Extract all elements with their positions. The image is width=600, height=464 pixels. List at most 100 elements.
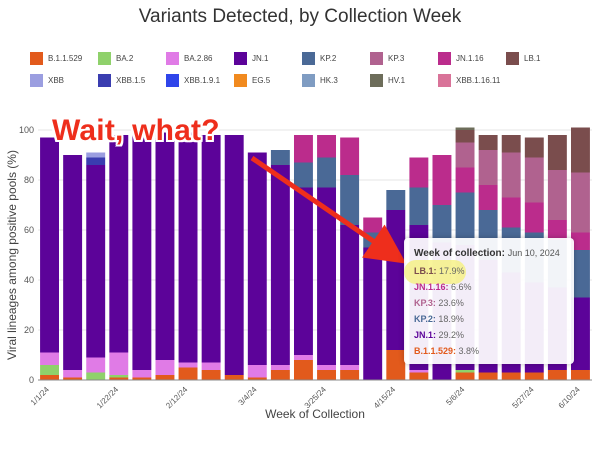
bar-segment [178, 362, 198, 368]
tooltip-highlight [404, 260, 466, 284]
tooltip-series-name: B.1.1.529: [414, 346, 457, 356]
bar-segment [340, 137, 360, 175]
bar-segment [270, 370, 290, 380]
chart-title: Variants Detected, by Collection Week [138, 6, 462, 27]
legend-swatch [438, 52, 451, 65]
legend-swatch [98, 52, 111, 65]
bar-segment [247, 152, 267, 365]
legend-item[interactable]: HK.3 [302, 74, 338, 87]
x-tick-label: 1/1/24 [29, 385, 51, 407]
bar-segment [501, 152, 521, 198]
tooltip-series-value: 18.9% [435, 314, 464, 324]
legend-item[interactable]: KP.2 [302, 52, 336, 65]
legend-item[interactable]: HV.1 [370, 74, 405, 87]
bar-segment [224, 375, 244, 380]
bar-segment [109, 135, 129, 353]
bar-segment [86, 357, 106, 373]
bar-segment [63, 155, 83, 370]
tooltip-series-value: 23.6% [435, 298, 464, 308]
annotation-callout: Wait, what? [52, 114, 220, 147]
bar-segment [455, 167, 475, 193]
y-tick-label: 20 [24, 325, 34, 335]
legend-item[interactable]: B.1.1.529 [30, 52, 82, 65]
tooltip-series-value: 6.6% [448, 282, 472, 292]
legend-label: JN.1.16 [456, 54, 484, 63]
bar-segment [455, 142, 475, 168]
bar-segment [109, 375, 129, 378]
legend-item[interactable]: XBB.1.16.11 [438, 74, 500, 87]
bar-segment [501, 372, 521, 380]
legend-item[interactable]: JN.1 [234, 52, 268, 65]
bar-segment [86, 372, 106, 380]
tooltip-row: LB.1: 17.9% [414, 266, 465, 276]
bar-segment [547, 220, 567, 240]
bar-segment [317, 157, 337, 188]
legend-item[interactable]: BA.2 [98, 52, 133, 65]
tooltip-series-value: 17.9% [436, 266, 465, 276]
legend-swatch [234, 52, 247, 65]
bar-segment [247, 377, 267, 380]
legend-swatch [370, 74, 383, 87]
legend-item[interactable]: JN.1.16 [438, 52, 484, 65]
x-axis-title: Week of Collection [265, 407, 365, 421]
bar-segment [409, 370, 429, 373]
tooltip-series-name: KP.2: [414, 314, 436, 324]
tooltip-series-value: 3.8% [456, 346, 480, 356]
y-tick-label: 80 [24, 175, 34, 185]
bar-segment [109, 377, 129, 380]
legend-item[interactable]: XBB [30, 74, 64, 87]
bar-segment [201, 362, 221, 370]
bar-segment [570, 172, 590, 233]
bar-segment [340, 175, 360, 225]
bar-segment [455, 370, 475, 373]
bar-segment [501, 197, 521, 228]
legend-swatch [370, 52, 383, 65]
legend-label: XBB [48, 76, 65, 85]
bar-segment [501, 135, 521, 153]
legend-item[interactable]: LB.1 [506, 52, 540, 65]
tooltip-row: KP.3: 23.6% [414, 298, 464, 308]
bar-segment [432, 155, 452, 205]
bar-segment [178, 367, 198, 380]
bar-segment [86, 152, 106, 158]
bar-segment [63, 377, 83, 380]
bar-segment [455, 127, 475, 130]
bar-segment [409, 187, 429, 225]
legend-label: EG.5 [252, 76, 271, 85]
bar-segment [317, 187, 337, 365]
x-tick-label: 4/15/24 [372, 385, 398, 411]
legend-item[interactable]: XBB.1.9.1 [166, 74, 220, 87]
tooltip-series-name: JN.1.16: [414, 282, 449, 292]
bar-segment [317, 370, 337, 380]
bar-segment [40, 365, 60, 375]
tooltip-header: Week of collection: Jun 10, 2024 [414, 248, 560, 259]
annotation-arrow [250, 155, 407, 264]
y-tick-label: 60 [24, 225, 34, 235]
legend-label: HV.1 [388, 76, 406, 85]
legend-item[interactable]: BA.2.86 [166, 52, 212, 65]
legend-item[interactable]: XBB.1.5 [98, 74, 145, 87]
hover-tooltip: Week of collection: Jun 10, 2024 LB.1: 1… [404, 238, 574, 364]
bar-segment [270, 165, 290, 365]
legend-item[interactable]: EG.5 [234, 74, 270, 87]
tooltip-row: JN.1: 29.2% [414, 330, 464, 340]
x-tick-label: 5/27/24 [510, 385, 536, 411]
legend-swatch [30, 74, 43, 87]
legend-swatch [438, 74, 451, 87]
bar-segment [317, 135, 337, 158]
bar-segment [293, 187, 313, 355]
bar-segment [293, 360, 313, 380]
bar-segment [317, 365, 337, 370]
tooltip-row: JN.1.16: 6.6% [414, 282, 472, 292]
legend-item[interactable]: KP.3 [370, 52, 404, 65]
legend-swatch [506, 52, 519, 65]
bar-segment [547, 135, 567, 170]
bar-segment [270, 365, 290, 370]
tooltip-row: B.1.1.529: 3.8% [414, 346, 479, 356]
bar-segment [270, 150, 290, 165]
bar-segment [478, 372, 498, 380]
bar-segment [409, 372, 429, 380]
legend-label: LB.1 [524, 54, 541, 63]
bar-segment [570, 297, 590, 370]
